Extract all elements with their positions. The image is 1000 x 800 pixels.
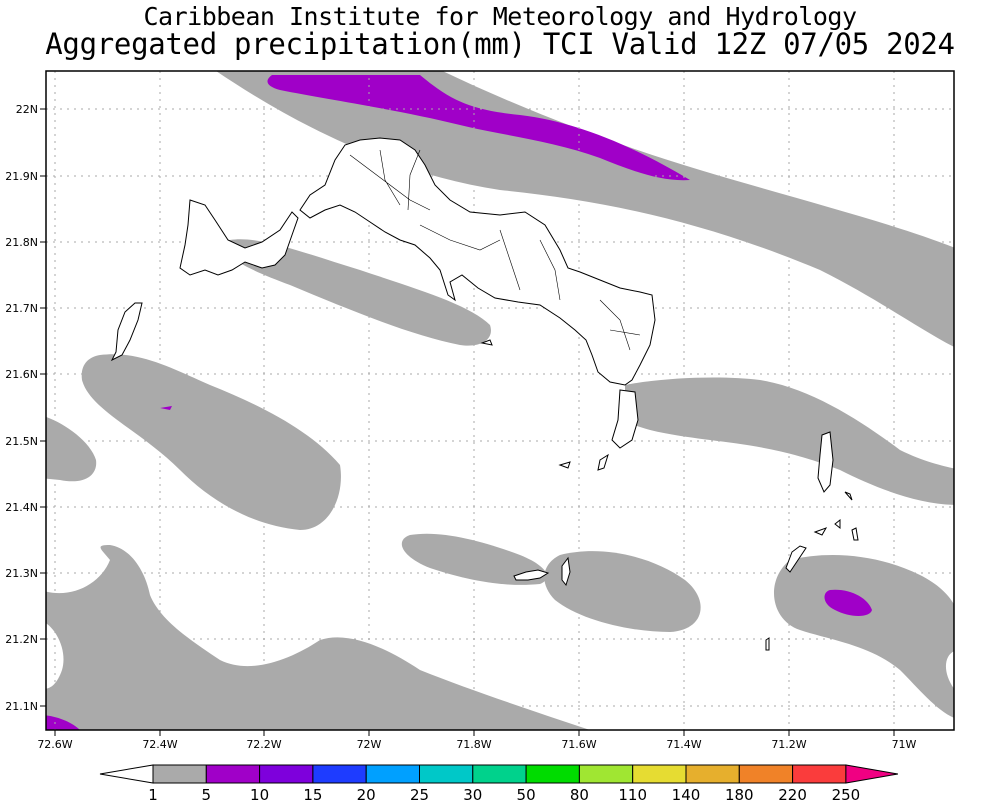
colorbar: 1 5 10 15 20 25 30 50 80 110 140 180 220 250 — [99, 764, 898, 800]
colorbar-segment — [685, 764, 740, 784]
lon-label: 71.6W — [561, 738, 596, 751]
colorbar-segment — [312, 764, 367, 784]
island-small-cay-d — [834, 518, 841, 530]
precip-area-south-central-a — [401, 533, 548, 585]
island-small-cay-b — [597, 453, 609, 471]
island-west-caicos — [179, 199, 299, 276]
colorbar-segment — [205, 764, 261, 784]
colorbar-label: 50 — [517, 786, 536, 800]
colorbar-segment — [365, 764, 421, 784]
lon-label: 71.8W — [456, 738, 491, 751]
longitude-labels: 72.6W 72.4W 72.2W 72W 71.8W 71.6W 71.4W … — [37, 738, 916, 751]
colorbar-segment — [152, 764, 207, 784]
island-small-cay-g — [765, 637, 770, 651]
precip-area-southeast — [774, 555, 954, 718]
precip-area-left-edge — [46, 416, 97, 482]
precip-area-mid-band — [226, 239, 491, 346]
colorbar-segment — [792, 764, 847, 784]
colorbar-label: 30 — [463, 786, 482, 800]
colorbar-segment — [472, 764, 527, 784]
colorbar-label: 140 — [672, 786, 701, 800]
lat-label: 21.6N — [5, 368, 38, 381]
lon-label: 71W — [892, 738, 917, 751]
island-small-cay-e — [851, 527, 859, 541]
island-small-cay-f — [844, 491, 853, 501]
colorbar-label: 180 — [725, 786, 754, 800]
island-salt-cay — [785, 545, 807, 573]
colorbar-label: 1 — [148, 786, 158, 800]
lat-label: 21.7N — [5, 302, 38, 315]
precip-area-southwest-band — [46, 545, 590, 730]
colorbar-segment — [525, 764, 580, 784]
colorbar-label: 10 — [250, 786, 269, 800]
precip-area-north-core — [267, 75, 690, 181]
colorbar-label: 20 — [357, 786, 376, 800]
island-small-cay-c — [813, 527, 828, 536]
colorbar-segment — [578, 764, 634, 784]
precip-area-southwest-gap — [46, 623, 64, 689]
lon-label: 72.2W — [246, 738, 281, 751]
island-small-cay-h — [558, 461, 571, 469]
colorbar-label: 25 — [410, 786, 429, 800]
colorbar-arrow-high — [845, 764, 898, 784]
lat-label: 21.5N — [5, 435, 38, 448]
chart-title-line2: Aggregated precipitation(mm) TCI Valid 1… — [45, 27, 955, 61]
island-mayaguana-area — [110, 302, 143, 362]
colorbar-label: 5 — [202, 786, 212, 800]
lon-label: 72.4W — [142, 738, 177, 751]
map-frame — [45, 70, 955, 731]
lat-label: 21.2N — [5, 633, 38, 646]
lat-label: 22N — [16, 103, 38, 116]
precip-area-west-dot — [160, 406, 172, 410]
colorbar-segment — [419, 764, 474, 784]
map-gridlines — [46, 71, 954, 730]
island-ambergris-cay — [513, 569, 550, 581]
lon-label: 72W — [357, 738, 382, 751]
lat-label: 21.8N — [5, 236, 38, 249]
colorbar-label: 220 — [778, 786, 807, 800]
colorbar-label: 80 — [570, 786, 589, 800]
precip-area-south-central-b — [544, 551, 701, 632]
colorbar-segment — [632, 764, 687, 784]
colorbar-label: 110 — [618, 786, 647, 800]
island-north-caicos — [299, 137, 656, 386]
lat-label: 21.9N — [5, 170, 38, 183]
colorbar-arrow-low — [99, 764, 154, 784]
land-outlines — [110, 137, 859, 651]
lat-label: 21.3N — [5, 567, 38, 580]
axis-ticks — [40, 108, 895, 736]
colorbar-segment — [738, 764, 794, 784]
lon-label: 71.2W — [771, 738, 806, 751]
island-grand-turk — [817, 431, 834, 493]
colorbar-segment — [259, 764, 314, 784]
lat-label: 21.1N — [5, 700, 38, 713]
precip-shading — [46, 71, 954, 730]
precip-area-southeast-core — [824, 589, 872, 616]
island-small-cay-i — [480, 339, 493, 346]
colorbar-label: 15 — [303, 786, 322, 800]
lon-label: 71.4W — [666, 738, 701, 751]
island-small-cay-a — [561, 556, 571, 587]
lat-label: 21.4N — [5, 501, 38, 514]
precip-area-west-blob — [81, 354, 341, 530]
island-south-cay — [611, 389, 639, 449]
lon-label: 72.6W — [37, 738, 72, 751]
colorbar-label: 250 — [832, 786, 861, 800]
island-east-caicos-inner — [349, 149, 641, 351]
chart-title-line1: Caribbean Institute for Meteorology and … — [143, 2, 857, 31]
precip-area-southwest-core — [46, 715, 80, 730]
precip-area-east-band — [625, 377, 954, 505]
latitude-labels: 22N 21.9N 21.8N 21.7N 21.6N 21.5N 21.4N … — [5, 103, 38, 713]
